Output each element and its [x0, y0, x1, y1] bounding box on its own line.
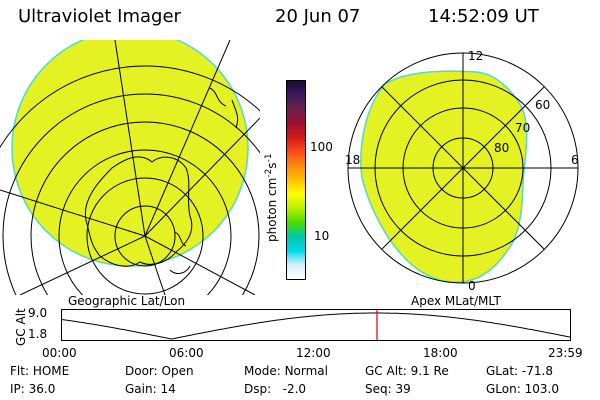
- timeline-ytick-high: 9.0: [28, 306, 48, 320]
- coastline-islands: [209, 87, 239, 129]
- antarctica-coastline: [84, 156, 193, 267]
- status-seq: Seq: 39: [365, 382, 411, 396]
- status-gcalt: GC Alt: 9.1 Re: [365, 364, 449, 378]
- status-dsp: Dsp: -2.0: [244, 382, 307, 396]
- timeline-xtick-1800: 18:00: [423, 346, 458, 360]
- geographic-map: [0, 40, 260, 295]
- status-gain: Gain: 14: [125, 382, 176, 396]
- colorbar: [286, 80, 306, 280]
- latitude-circles: [0, 65, 260, 295]
- magnetic-image-region: [360, 70, 528, 283]
- coastline-detail: [169, 231, 191, 274]
- altitude-timeline: [61, 309, 571, 341]
- status-glat: GLat: -71.8: [486, 364, 553, 378]
- status-mode: Mode: Normal: [244, 364, 328, 378]
- mlt-label-18: 18: [345, 153, 360, 167]
- mlat-label-80: 80: [494, 141, 509, 155]
- status-ip: IP: 36.0: [10, 382, 56, 396]
- image-time: 14:52:09 UT: [428, 6, 539, 27]
- status-door: Door: Open: [125, 364, 194, 378]
- timeline-xtick-0000: 00:00: [42, 346, 77, 360]
- altitude-curve: [61, 312, 571, 340]
- timeline-ytick-low: 1.8: [28, 327, 48, 341]
- timeline-xtick-2359: 23:59: [548, 346, 583, 360]
- image-date: 20 Jun 07: [275, 6, 361, 27]
- magnetic-caption: Apex MLat/MLT: [411, 294, 501, 308]
- mlt-label-12: 12: [468, 49, 483, 63]
- timeline-frame: [61, 309, 571, 341]
- timeline-xtick-0600: 06:00: [169, 346, 204, 360]
- instrument-title: Ultraviolet Imager: [18, 6, 181, 27]
- magnetic-map: 12 18 6 0 60 70 80: [345, 49, 579, 293]
- status-glon: GLon: 103.0: [486, 382, 559, 396]
- mlt-lines: [348, 53, 578, 283]
- geographic-caption: Geographic Lat/Lon: [68, 294, 186, 308]
- mlat-label-70: 70: [515, 121, 530, 135]
- mlt-label-6: 6: [571, 153, 579, 167]
- timeline-ylabel: GC Alt: [14, 308, 28, 346]
- status-flt: Flt: HOME: [10, 364, 70, 378]
- colorbar-tick-10: 10: [314, 229, 330, 243]
- colorbar-unit-label: photon cm-2s-1: [264, 153, 279, 242]
- mlat-label-60: 60: [535, 98, 550, 112]
- colorbar-tick-100: 100: [310, 140, 333, 154]
- timeline-xtick-1200: 12:00: [296, 346, 331, 360]
- geographic-image-disk: [11, 40, 249, 267]
- longitude-lines: [0, 40, 260, 295]
- mlt-label-0: 0: [468, 279, 476, 293]
